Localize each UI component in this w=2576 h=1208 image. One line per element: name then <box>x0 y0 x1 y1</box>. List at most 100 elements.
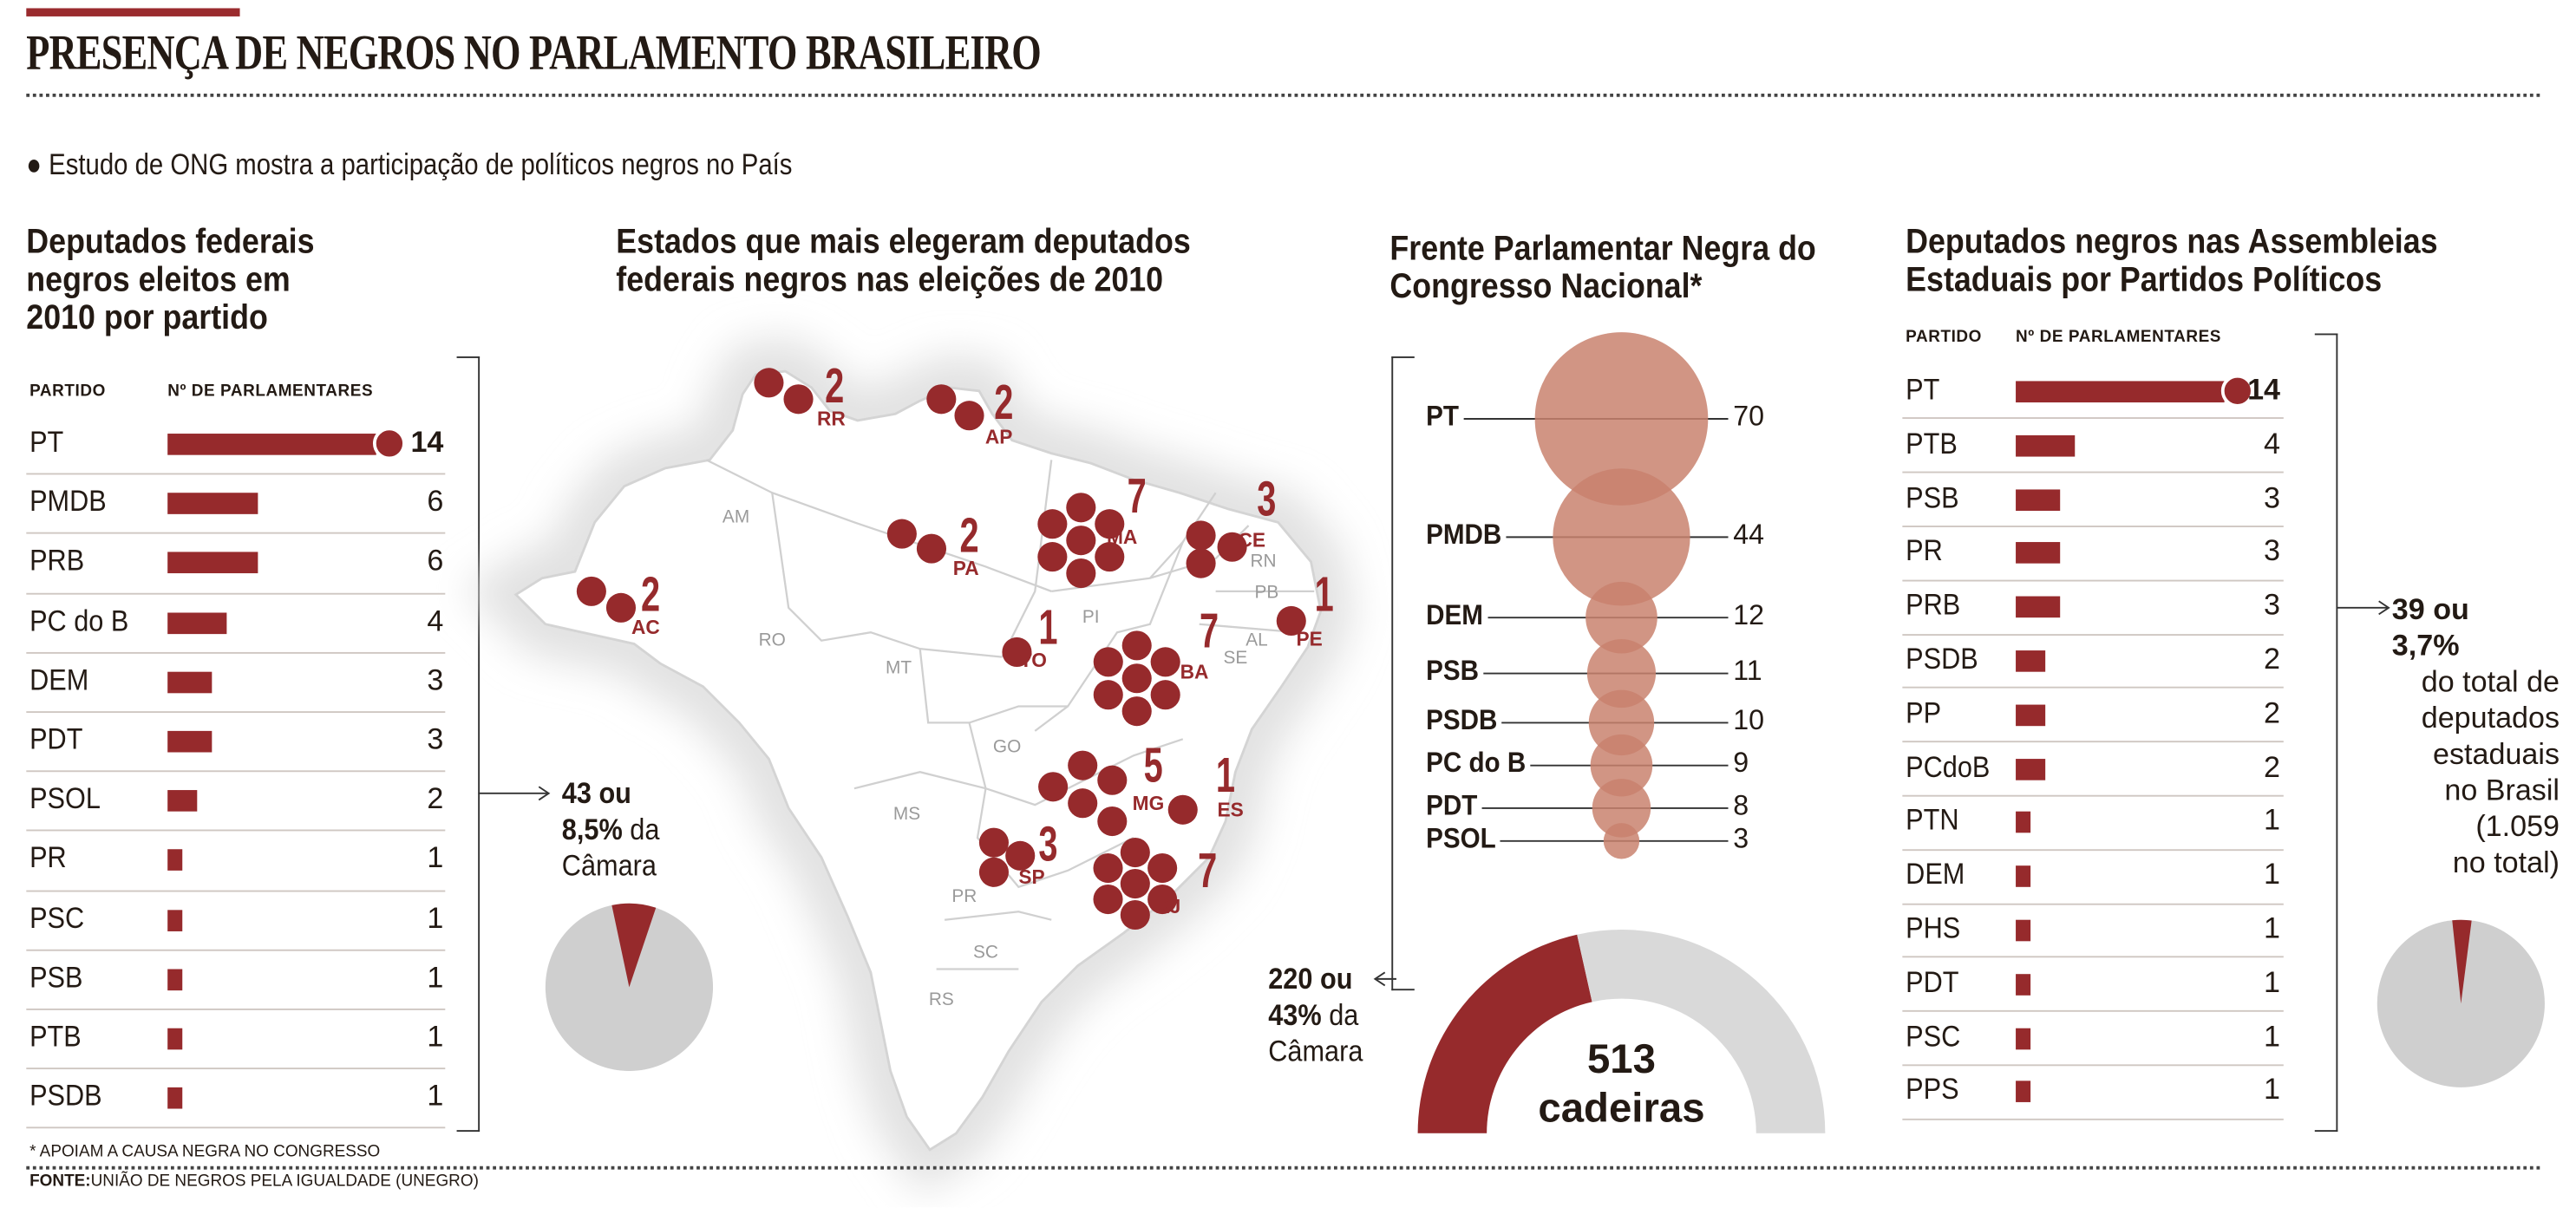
state-label-es: ES <box>1218 798 1244 820</box>
state-label-ms: MS <box>893 804 920 824</box>
bubble <box>1553 468 1690 606</box>
bar <box>2016 542 2061 565</box>
state-label-rs: RS <box>929 989 954 1009</box>
state-border <box>976 787 1134 889</box>
gauge-filled <box>1417 934 1592 1133</box>
federal-bracket <box>456 356 481 1133</box>
state-count-ac: 2 <box>641 568 660 623</box>
state-label-pr: PR <box>951 886 977 906</box>
frente-value-label: 11 <box>1728 655 1762 689</box>
bar <box>167 671 212 693</box>
party-label: PDT <box>29 722 83 756</box>
state-border <box>1034 541 1184 732</box>
deputy-dot <box>1068 750 1098 780</box>
estaduais-title: Deputados negros nas Assembleias Estadua… <box>1906 223 2438 299</box>
divider <box>26 93 2540 97</box>
state-label-rn: RN <box>1251 551 1277 571</box>
row-divider <box>1902 902 2284 904</box>
bar <box>167 909 183 931</box>
state-label-mg: MG <box>1133 792 1165 814</box>
bar <box>167 434 377 455</box>
bubble <box>1586 639 1657 708</box>
deputy-dot <box>605 592 637 623</box>
bar <box>2016 596 2061 618</box>
state-count-rr: 2 <box>825 359 844 414</box>
row-divider <box>1902 471 2284 473</box>
party-label: PSC <box>29 901 85 934</box>
state-count-pa: 2 <box>959 509 978 564</box>
party-label: PR <box>29 841 67 875</box>
deputy-dot <box>1150 647 1180 677</box>
party-label: PTB <box>1906 427 1958 460</box>
source: FONTE:UNIÃO DE NEGROS PELA IGUALDADE (UN… <box>29 1172 479 1191</box>
value-label: 2 <box>427 781 444 815</box>
frente-party-label: PSDB <box>1426 704 1502 738</box>
state-label-ap: AP <box>985 425 1013 447</box>
state-border <box>968 722 1184 806</box>
value-label: 2 <box>2264 695 2281 729</box>
party-label: PRB <box>1906 588 1961 622</box>
bar <box>167 849 183 872</box>
state-label-ac: AC <box>631 616 660 638</box>
deputy-dot <box>1093 680 1123 710</box>
deputy-dot <box>1276 605 1306 637</box>
value-label: 1 <box>427 841 444 875</box>
value-label: 1 <box>427 960 444 994</box>
deputy-dot <box>1002 637 1032 668</box>
party-label: PRB <box>29 544 85 578</box>
party-label: PP <box>1906 695 1942 729</box>
estaduais-summary-l5: (1.059 <box>2475 809 2560 843</box>
party-label: DEM <box>1906 858 1965 891</box>
bar <box>2016 488 2061 511</box>
frente-summary-da: da <box>1329 998 1359 1032</box>
bubble <box>1590 734 1653 797</box>
deputy-dot <box>926 384 957 415</box>
deputy-dot <box>1037 542 1068 572</box>
gauge-total: 513 <box>1586 1036 1656 1083</box>
bar <box>167 1028 183 1050</box>
value-label: 1 <box>2264 911 2281 945</box>
party-label: PHS <box>1906 911 1961 945</box>
party-label: PSOL <box>29 781 101 815</box>
pie-rest <box>2377 919 2545 1087</box>
source-label: FONTE: <box>29 1172 91 1192</box>
value-label: 1 <box>2264 1019 2281 1053</box>
deputy-dot <box>916 533 947 564</box>
estaduais-bracket <box>2314 333 2338 1133</box>
party-label: PSDB <box>1906 642 1978 676</box>
frente-summary-count: 220 ou <box>1268 962 1353 996</box>
state-label-ba: BA <box>1180 660 1209 682</box>
value-label: 3 <box>427 722 444 756</box>
deputy-dot <box>1093 884 1123 915</box>
bar <box>2016 812 2031 834</box>
party-label: PR <box>1906 534 1943 568</box>
frente-value-label: 12 <box>1728 599 1765 633</box>
row-divider <box>1902 687 2284 689</box>
deputy-dot <box>978 857 1009 887</box>
deputy-dot <box>1066 526 1096 556</box>
value-label: 1 <box>2264 965 2281 999</box>
map-title-text: Estados que mais elegeram deputados fede… <box>616 223 1191 299</box>
estaduais-summary-pct: 3,7% <box>2391 629 2460 663</box>
state-border <box>853 771 986 790</box>
deputy-dot <box>1121 630 1152 661</box>
state-border <box>1001 460 1053 658</box>
deputy-dot <box>1167 794 1198 825</box>
deputy-dot <box>978 827 1009 858</box>
row-divider <box>26 1008 446 1010</box>
state-count-mg: 5 <box>1144 739 1163 793</box>
value-label: 1 <box>427 1079 444 1113</box>
party-label: PSB <box>29 960 83 994</box>
estaduais-summary-l2: deputados <box>2421 701 2560 735</box>
deputy-dot <box>1068 788 1098 819</box>
deputy-dot <box>1217 532 1247 562</box>
footer-divider <box>26 1166 2540 1170</box>
estaduais-summary: 39 ou 3,7% do total de deputados estadua… <box>2392 591 2560 880</box>
value-label: 2 <box>2264 749 2281 783</box>
bar <box>167 790 198 813</box>
deputy-dot <box>1147 884 1178 915</box>
value-label: 1 <box>2264 803 2281 837</box>
state-label-sc: SC <box>973 942 998 962</box>
subtitle-text: Estudo de ONG mostra a participação de p… <box>49 147 793 181</box>
